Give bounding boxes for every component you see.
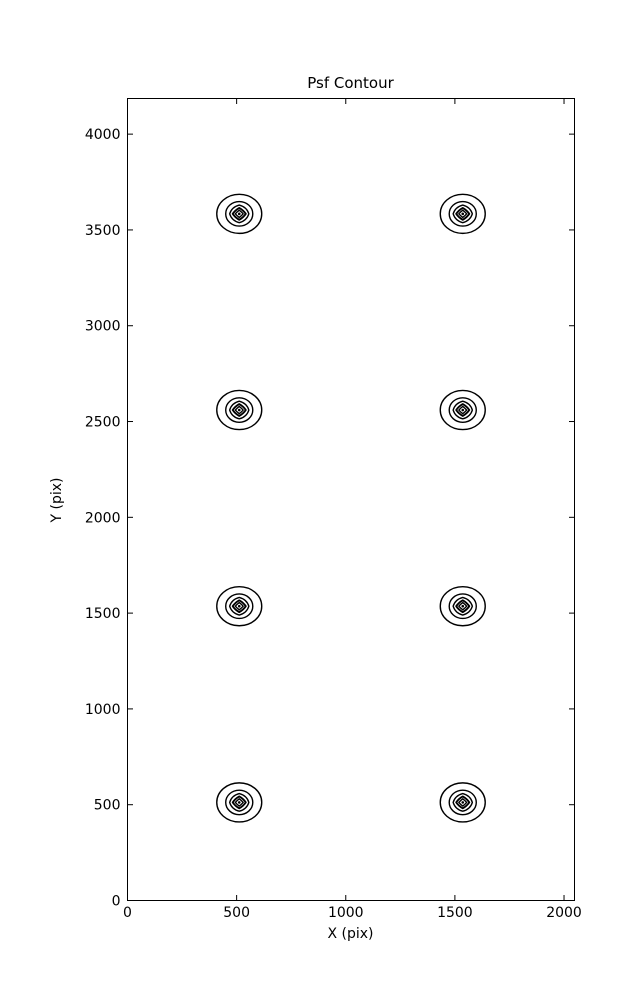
- contour-ring: [228, 792, 250, 812]
- psf-contour-blob: [216, 389, 263, 431]
- x-axis-label: X (pix): [327, 926, 374, 942]
- y-tick-label: 2500: [85, 415, 121, 431]
- psf-contour-blob: [216, 585, 263, 627]
- y-tick-label: 500: [94, 798, 121, 814]
- contour-ring: [455, 795, 471, 810]
- x-tick-label: 0: [123, 905, 132, 921]
- y-tick-label: 3000: [85, 319, 121, 335]
- contour-core-dot: [237, 408, 241, 412]
- x-tick-label: 500: [223, 905, 250, 921]
- y-tick-label: 2000: [85, 510, 121, 526]
- contour-ring: [228, 400, 250, 420]
- contour-ring: [452, 596, 474, 616]
- axes-frame: [127, 98, 575, 901]
- contour-core-dot: [237, 801, 241, 804]
- contour-ring: [231, 403, 247, 417]
- contour-ring: [452, 400, 474, 420]
- contour-core-dot: [237, 212, 241, 216]
- psf-contour-blob: [439, 193, 486, 235]
- contour-core-dot: [461, 604, 465, 608]
- contour-core-dot: [461, 408, 465, 412]
- contour-ring: [228, 596, 250, 616]
- contour-ring: [234, 209, 244, 219]
- psf-contour-blob: [439, 782, 486, 823]
- contour-ring: [216, 782, 263, 823]
- contour-ring: [439, 585, 486, 627]
- psf-contour-blob: [216, 782, 263, 823]
- contour-core-dot: [237, 604, 241, 608]
- contour-core-dot: [461, 801, 465, 804]
- contour-ring: [458, 209, 468, 219]
- psf-contour-blob: [439, 389, 486, 431]
- contour-ring: [448, 397, 477, 423]
- y-tick-label: 0: [112, 894, 121, 910]
- contour-ring: [455, 403, 471, 417]
- contour-ring: [458, 601, 468, 611]
- contour-ring: [234, 601, 244, 611]
- y-tick-label: 1500: [85, 606, 121, 622]
- contour-ring: [439, 193, 486, 235]
- contour-ring: [452, 792, 474, 812]
- y-tick-label: 4000: [85, 127, 121, 143]
- chart-title: Psf Contour: [307, 74, 394, 92]
- y-tick-label: 3500: [85, 223, 121, 239]
- contour-core-dot: [461, 212, 465, 216]
- contour-ring: [448, 593, 477, 620]
- contour-ring: [458, 405, 468, 415]
- x-tick-label: 1500: [437, 905, 473, 921]
- contour-ring: [216, 585, 263, 627]
- contour-ring: [225, 397, 254, 423]
- contour-ring: [452, 204, 474, 224]
- psf-contour-blob: [216, 193, 263, 235]
- contour-ring: [225, 200, 254, 227]
- contour-ring: [225, 789, 254, 816]
- contour-ring: [234, 798, 244, 807]
- contour-ring: [455, 206, 471, 221]
- contour-ring: [231, 206, 247, 221]
- contour-ring: [228, 204, 250, 224]
- contour-ring: [439, 782, 486, 823]
- y-tick-label: 1000: [85, 702, 121, 718]
- contour-ring: [234, 405, 244, 415]
- contour-ring: [455, 599, 471, 614]
- contour-ring: [448, 789, 477, 816]
- contour-ring: [216, 193, 263, 235]
- contour-ring: [225, 593, 254, 620]
- contour-ring: [458, 798, 468, 807]
- contour-ring: [439, 389, 486, 431]
- x-tick-label: 1000: [328, 905, 364, 921]
- psf-contour-blob: [439, 585, 486, 627]
- contour-ring: [448, 200, 477, 227]
- contour-ring: [231, 599, 247, 614]
- contour-ring: [216, 389, 263, 431]
- contour-ring: [231, 795, 247, 810]
- x-tick-label: 2000: [546, 905, 582, 921]
